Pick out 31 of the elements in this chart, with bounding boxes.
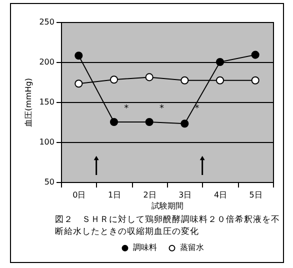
y-tick-label: 250	[39, 18, 54, 26]
point	[110, 118, 118, 126]
point	[251, 76, 260, 84]
point	[74, 52, 83, 60]
point	[216, 58, 224, 66]
point	[180, 76, 189, 84]
point	[216, 76, 224, 84]
point	[145, 73, 154, 82]
x-tick-label: 0日	[72, 190, 86, 200]
annotation: *	[159, 104, 164, 114]
x-tick-label: 4日	[214, 190, 228, 200]
y-tick-label: 200	[39, 58, 54, 66]
x-tick-label: 1日	[108, 190, 122, 200]
x-tick-label: 2日	[143, 190, 156, 200]
y-tick-label: 50	[44, 178, 54, 186]
y-axis-title: 血圧(mmHg)	[24, 78, 34, 127]
annotation: *	[124, 104, 130, 114]
text: 図２ ＳＨＲに対して鶏卵醗酵調味料２０倍希釈液を不断給水したときの収縮期血圧の変化	[55, 214, 281, 238]
legend-label: 調味料	[133, 243, 157, 252]
point	[74, 80, 83, 88]
y-tick-label: 100	[39, 138, 54, 146]
x-tick-label: 3日	[178, 190, 192, 200]
y-tick-label: 150	[39, 98, 54, 106]
annotation: *	[194, 104, 200, 114]
point	[110, 76, 118, 84]
point	[145, 118, 154, 126]
point	[180, 120, 189, 128]
legend-label: 蒸留水	[180, 243, 204, 252]
point	[251, 50, 260, 59]
x-tick-label: 5日	[249, 190, 262, 200]
x-axis-title: 試験期間	[152, 202, 184, 210]
